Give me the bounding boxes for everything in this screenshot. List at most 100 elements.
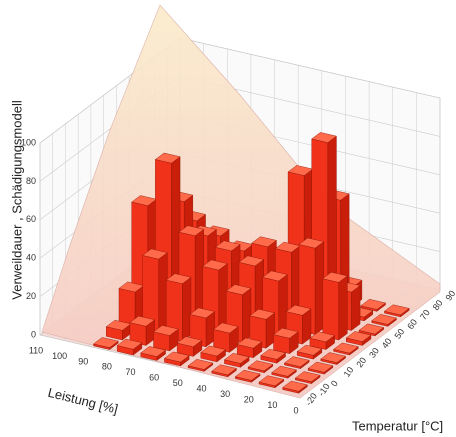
y-tick-label: 90 xyxy=(443,289,456,303)
bar-face-top xyxy=(311,132,337,143)
x-tick-label: 30 xyxy=(220,389,230,399)
bar-face-top xyxy=(238,255,265,267)
bar-face-front xyxy=(338,275,348,341)
bar-face-top xyxy=(200,345,226,357)
bar-face-top xyxy=(307,361,334,373)
bar-face-top xyxy=(93,337,119,348)
bar xyxy=(258,375,285,389)
x-tick-label: 100 xyxy=(52,351,67,361)
bar xyxy=(116,338,143,356)
x-tick-label: 40 xyxy=(196,384,206,394)
bar xyxy=(283,356,310,370)
bar-face-top xyxy=(223,353,250,364)
bar-face-top xyxy=(118,281,145,293)
y-tick-label: 0 xyxy=(329,379,340,389)
bar xyxy=(309,331,336,350)
y-axis-label: Temperatur [°C] xyxy=(352,418,443,433)
x-tick-label: 20 xyxy=(244,394,254,404)
bar-face-top xyxy=(274,241,301,253)
bar-face-top xyxy=(178,225,205,237)
bar xyxy=(333,342,359,356)
bar-face-front xyxy=(314,241,324,335)
bar-face-top xyxy=(249,308,276,320)
bar xyxy=(383,304,410,318)
bar-face-top xyxy=(296,344,323,356)
bar-face-top xyxy=(309,331,336,343)
bar xyxy=(249,308,276,349)
bar-face-top xyxy=(273,327,299,339)
y-tick-label: 60 xyxy=(405,317,419,331)
bar xyxy=(211,364,237,378)
bar-face-top xyxy=(105,320,132,331)
bar-face-top xyxy=(211,364,237,376)
bar xyxy=(282,380,308,394)
bar xyxy=(320,352,346,365)
x-tick-label: 60 xyxy=(149,373,159,383)
bar xyxy=(296,344,323,360)
y-tick-label: 30 xyxy=(367,346,381,360)
x-tick-label: 10 xyxy=(267,400,277,410)
bar xyxy=(189,307,216,348)
bar-face-top xyxy=(333,342,359,354)
bar-face-front xyxy=(242,287,252,344)
bar-face-top xyxy=(260,348,286,360)
x-tick-label: 80 xyxy=(102,362,112,372)
bar-face-top xyxy=(140,346,166,357)
x-tick-label: 110 xyxy=(29,345,43,355)
bar xyxy=(93,337,119,350)
bar xyxy=(236,337,263,359)
x-tick-label: 70 xyxy=(126,367,136,377)
bar xyxy=(200,345,226,363)
bar xyxy=(234,369,261,383)
bar xyxy=(153,325,179,352)
bar xyxy=(271,365,297,379)
bar xyxy=(187,359,214,372)
bar-face-top xyxy=(236,337,263,349)
bar xyxy=(165,273,192,342)
z-tick-label: 40 xyxy=(26,253,36,263)
bar-face-top xyxy=(131,195,157,206)
bar-face-top xyxy=(294,371,321,382)
x-axis-label: Leistung [%] xyxy=(46,385,119,417)
bar-face-top xyxy=(322,272,348,283)
bar-face-top xyxy=(283,356,310,367)
bar xyxy=(273,327,299,355)
z-axis-label: Verweildauer , Schädigungsmodell xyxy=(9,100,24,300)
bar-face-front xyxy=(158,252,168,337)
bar-face-side xyxy=(322,278,339,341)
bar-face-front xyxy=(351,285,361,331)
bar-face-top xyxy=(383,304,410,316)
bar-face-top xyxy=(251,236,277,248)
bar-face-top xyxy=(154,152,181,164)
y-tick-label: 10 xyxy=(342,365,356,379)
bar-face-top xyxy=(116,338,143,350)
y-tick-label: 40 xyxy=(380,336,394,350)
bar xyxy=(322,272,348,341)
bar-face-top xyxy=(298,237,325,249)
bar-face-top xyxy=(285,304,312,316)
bars xyxy=(93,132,410,394)
z-tick-label: 100 xyxy=(21,137,36,147)
bar xyxy=(247,360,274,374)
bar-face-top xyxy=(153,325,179,336)
bar xyxy=(105,320,132,341)
bar xyxy=(307,361,334,375)
bar-face-top xyxy=(163,351,190,363)
bar-face-top xyxy=(225,284,252,295)
z-tick-label: 0 xyxy=(31,329,36,339)
bar xyxy=(176,336,203,357)
bar xyxy=(202,259,228,338)
x-tick-label: 90 xyxy=(78,356,88,366)
bar-face-top xyxy=(287,165,314,176)
bar-face-top xyxy=(142,248,168,260)
bar-face-top xyxy=(214,240,241,252)
bar-face-top xyxy=(165,273,192,284)
bar-face-top xyxy=(358,323,385,335)
x-tick-label: 0 xyxy=(293,405,298,415)
bar-face-top xyxy=(360,299,386,310)
bar-face-top xyxy=(234,369,261,381)
bar xyxy=(294,371,321,385)
bar-face-top xyxy=(213,322,239,334)
y-tick-label: 20 xyxy=(354,355,368,369)
